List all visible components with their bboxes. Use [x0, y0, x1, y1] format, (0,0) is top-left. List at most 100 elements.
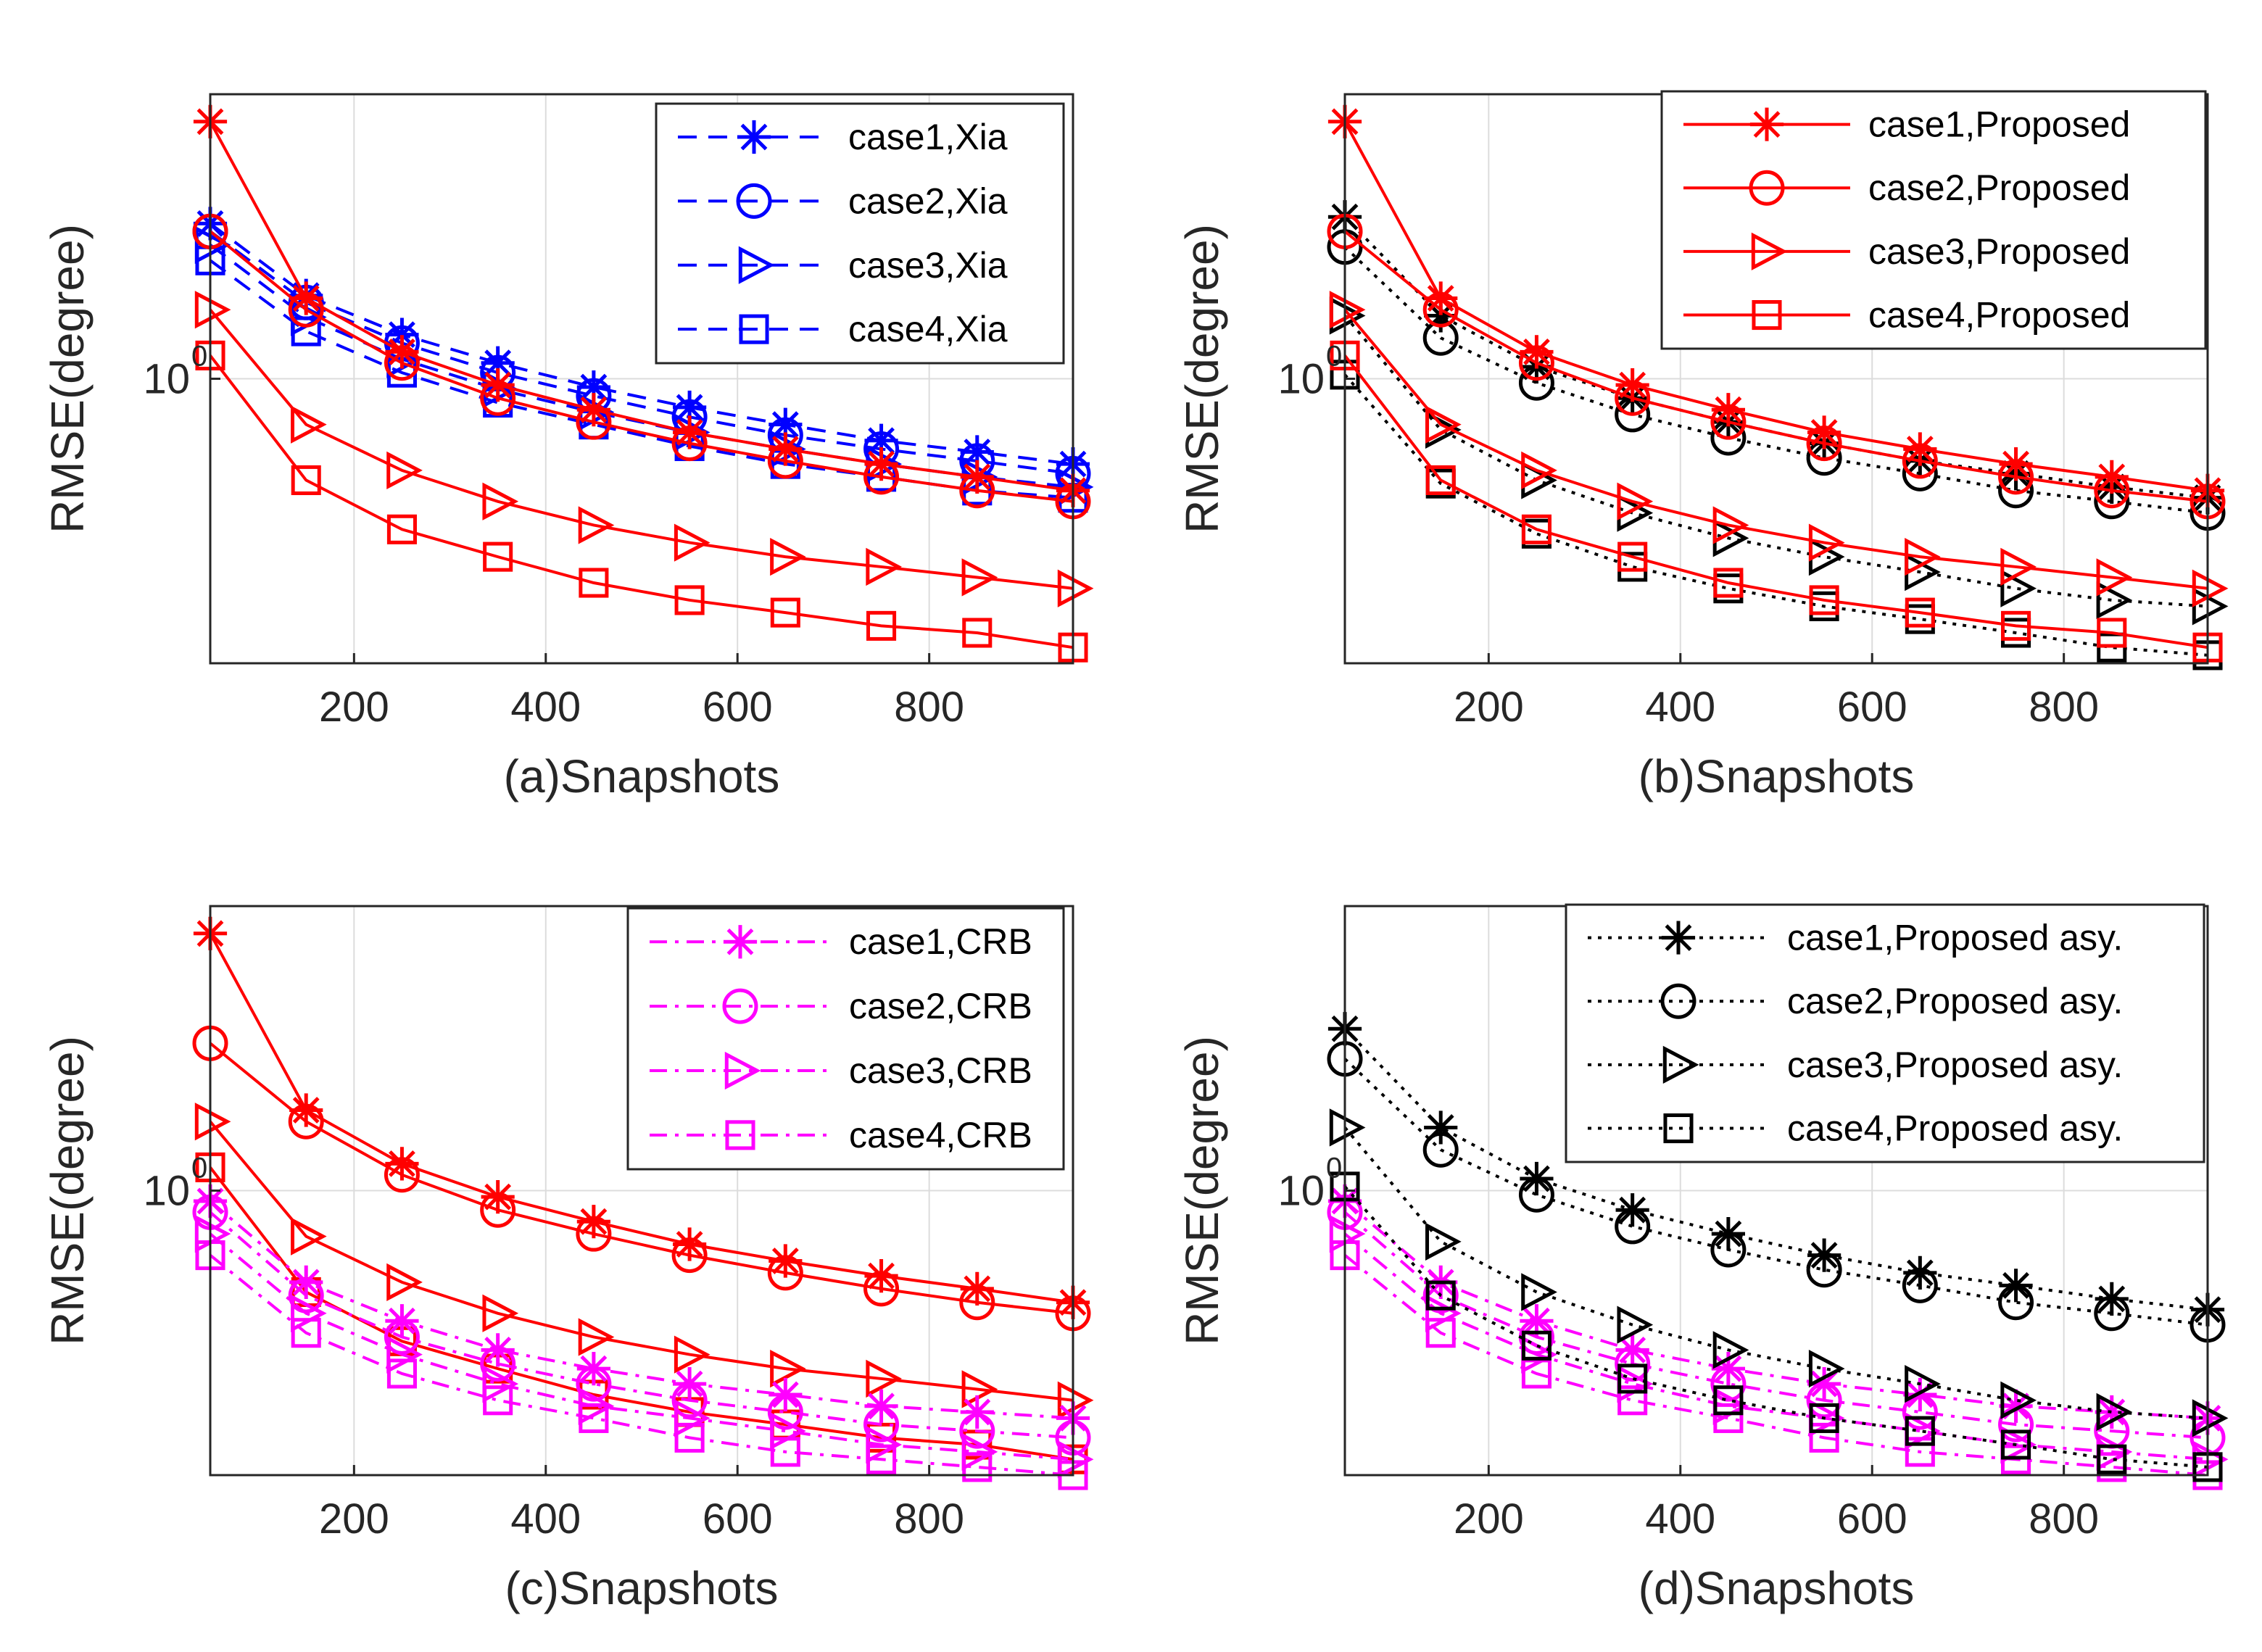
panel-b-data-point — [1905, 597, 1935, 628]
panel-b-series-line — [1343, 308, 2208, 590]
panel-b: 200 400 600 800 10 0 (b)Snapshots RMSE(degree) c… — [1176, 90, 2229, 802]
panel-c-data-point — [960, 1271, 994, 1306]
panel-c-data-point — [959, 1413, 995, 1449]
panel-c-x-tick-label: 800 — [894, 1495, 964, 1543]
panel-c-data-point — [384, 1157, 420, 1193]
panel-b-data-point — [1710, 404, 1747, 440]
panel-c-y-tick-exp: 0 — [191, 1153, 207, 1184]
panel-d-data-point — [1521, 1358, 1552, 1389]
panel-d-data-point — [1903, 1255, 1937, 1290]
panel-b-x-tick-label: 600 — [1837, 684, 1907, 731]
panel-a-data-point — [864, 423, 898, 457]
panel-d-series-line — [1343, 1058, 2208, 1327]
panel-b-legend-marker — [1749, 170, 1785, 206]
panel-b-series-line — [1343, 315, 2208, 608]
panel-b-data-point — [1425, 465, 1456, 495]
panel-c-data-point — [576, 1366, 612, 1402]
panel-c-data-point — [480, 1345, 516, 1382]
panel-a-data-point — [770, 537, 806, 576]
panel-d-series-line — [1343, 1232, 2208, 1461]
panel-c-data-point — [482, 1364, 519, 1403]
panel-d-data-point — [1518, 1176, 1554, 1213]
panel-b-data-point — [1808, 523, 1845, 562]
panel-c-data-point — [289, 1093, 323, 1127]
panel-d-data-point — [1809, 1422, 1839, 1453]
panel-c-data-point — [866, 1359, 903, 1398]
panel-a-data-point — [480, 380, 516, 416]
panel-c-data-point — [576, 1216, 612, 1252]
panel-b-data-point — [1617, 482, 1654, 520]
panel-c-data-point — [962, 1452, 993, 1482]
panel-d-data-point — [1713, 1403, 1744, 1433]
panel-c-data-point — [386, 1263, 423, 1301]
panel-b-data-point — [2096, 581, 2133, 620]
panel-c-series-line — [209, 1120, 1074, 1402]
panel-b-data-point — [1422, 320, 1459, 356]
panel-a-series-line — [209, 230, 1074, 476]
panel-a-x-axis-label: (a)Snapshots — [504, 750, 780, 802]
panel-b-data-point — [1424, 281, 1458, 315]
panel-c-data-point — [671, 1237, 708, 1274]
panel-a-data-point — [864, 447, 898, 481]
panel-c-data-point — [863, 1406, 900, 1443]
panel-a-data-point — [673, 390, 707, 425]
panel-c-data-point — [385, 1147, 419, 1181]
panel-b-legend-marker — [1749, 107, 1784, 141]
panel-b-x-tick-label: 200 — [1454, 684, 1524, 731]
panel-d-data-point — [1905, 1416, 1935, 1446]
panel-b-series-line — [1343, 354, 2208, 649]
panel-a-series-line — [209, 230, 1074, 503]
panel-a-data-point — [483, 541, 513, 572]
panel-a-data-point — [576, 404, 612, 440]
panel-a-legend: case1,Xia case2,Xia case3,Xia case4,Xia — [655, 102, 1065, 365]
panel-d-legend-label: case3,Proposed asy. — [1787, 1045, 2123, 1085]
panel-a-x-tick-label: 200 — [319, 684, 389, 731]
panel-a-data-point — [578, 506, 615, 544]
panel-c-data-point — [770, 1349, 806, 1388]
panel-d-data-point — [1713, 1385, 1744, 1416]
panel-c-data-point — [864, 1259, 898, 1293]
panel-a-legend-box — [655, 102, 1065, 365]
panel-d-series-line — [1343, 1126, 2208, 1420]
panel-c-legend-label: case3,CRB — [849, 1050, 1032, 1091]
panel-c-data-point — [288, 1277, 324, 1313]
panel-b-legend-marker — [1752, 300, 1782, 331]
panel-b-legend-label: case1,Proposed — [1868, 104, 2130, 145]
panel-c-x-axis-label: (c)Snapshots — [505, 1562, 778, 1614]
panel-a-x-tick-label: 600 — [703, 684, 773, 731]
panel-d-data-point — [2001, 1429, 2031, 1460]
panel-d-legend-label: case2,Proposed asy. — [1787, 981, 2123, 1021]
panel-b-data-point — [1422, 291, 1459, 328]
panel-c-data-point — [291, 1318, 321, 1348]
panel-a-data-point — [385, 335, 419, 369]
panel-c-series-line — [209, 1232, 1074, 1461]
panel-d-legend-label: case4,Proposed asy. — [1787, 1108, 2123, 1149]
panel-d-y-tick-exp: 0 — [1326, 1153, 1342, 1184]
panel-d-data-point — [1902, 1267, 1938, 1303]
panel-d-data-point — [1806, 1382, 1842, 1419]
panel-b-data-point — [2097, 618, 2127, 648]
panel-d-legend-marker — [1663, 1113, 1694, 1144]
panel-a-legend-marker — [738, 246, 775, 284]
panel-d-series-line — [1343, 1211, 2208, 1440]
panel-c-data-point — [481, 1180, 515, 1214]
panel-b-data-point — [1999, 447, 2033, 481]
panel-a: 200 400 600 800 10 0 (a)Snapshots RMSE(degree) c… — [41, 93, 1094, 802]
panel-c-data-point — [671, 1382, 708, 1419]
panel-a-data-point — [959, 473, 995, 509]
panel-c-x-tick-label: 600 — [703, 1495, 773, 1543]
panel-b-data-point — [1518, 345, 1554, 381]
panel-a-data-point — [384, 345, 420, 381]
panel-a-legend-label: case1,Xia — [848, 117, 1008, 157]
panel-b-y-tick-base: 10 — [1277, 356, 1325, 403]
panel-a-data-point — [576, 393, 610, 427]
panel-b-data-point — [2094, 473, 2130, 509]
panel-b-data-point — [1617, 541, 1648, 572]
panel-a-data-point — [576, 370, 610, 404]
panel-a-series-8 — [195, 340, 1088, 663]
panel-c-data-point — [674, 1335, 710, 1374]
panel-c-data-point — [288, 1103, 324, 1140]
panel-c-legend-label: case1,CRB — [849, 921, 1032, 962]
panel-b-data-point — [2192, 569, 2229, 607]
panel-a-x-tick-label: 800 — [894, 684, 964, 731]
